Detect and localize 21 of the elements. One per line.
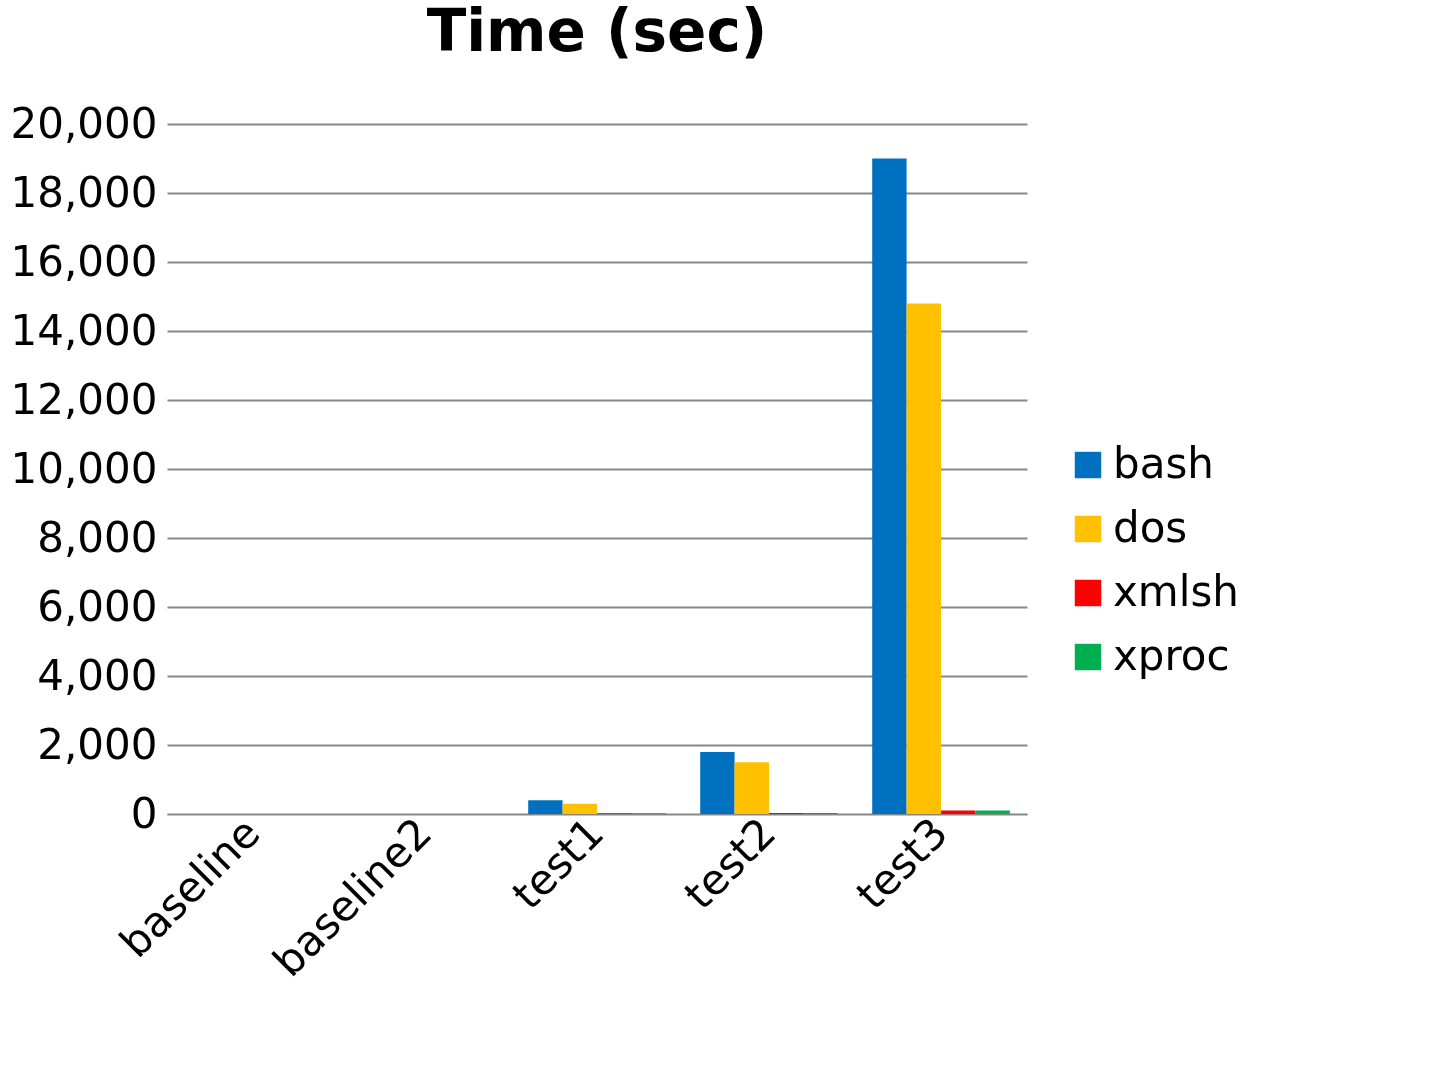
y-tick-label: 12,000 [10, 374, 158, 424]
legend-label: bash [1113, 439, 1214, 488]
y-tick-label: 4,000 [37, 650, 158, 700]
y-tick-label: 2,000 [37, 719, 158, 769]
legend-label: xproc [1113, 631, 1230, 680]
bar [528, 800, 563, 814]
y-tick-label: 10,000 [10, 443, 158, 493]
bar [872, 158, 907, 814]
legend-label: xmlsh [1113, 567, 1239, 616]
bar [562, 803, 597, 814]
y-tick-label: 8,000 [37, 512, 158, 562]
y-tick-label: 14,000 [10, 305, 158, 355]
bar [906, 303, 941, 814]
y-tick-label: 16,000 [10, 236, 158, 286]
bar [700, 751, 735, 814]
bar [734, 762, 769, 814]
y-tick-label: 6,000 [37, 581, 158, 631]
y-tick-label: 20,000 [10, 98, 158, 148]
y-tick-label: 18,000 [10, 167, 158, 217]
chart-title: Time (sec) [426, 0, 768, 65]
legend-label: dos [1113, 503, 1188, 552]
